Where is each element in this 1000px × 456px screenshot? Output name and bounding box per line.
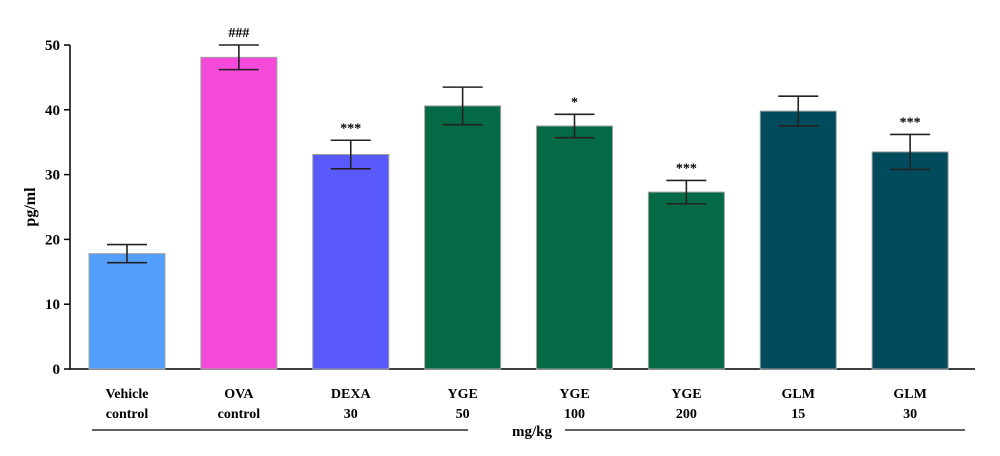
bar-0 bbox=[88, 253, 166, 370]
bar-2 bbox=[312, 154, 390, 370]
y-axis-label: pg/ml bbox=[22, 187, 39, 227]
unit-group: mg/kg bbox=[92, 424, 965, 440]
category-label-3-line2: 50 bbox=[456, 407, 470, 422]
category-label-4-line1: YGE bbox=[559, 387, 589, 402]
significance-label-5: *** bbox=[676, 161, 697, 176]
y-tick-label-30: 30 bbox=[45, 168, 60, 184]
category-label-5-line1: YGE bbox=[671, 387, 701, 402]
category-label-6-line1: GLM bbox=[782, 387, 815, 402]
category-label-7-line1: GLM bbox=[893, 387, 926, 402]
bar-group-3 bbox=[424, 86, 502, 370]
bar-group-4: * bbox=[536, 95, 613, 370]
significance-label-1: ### bbox=[228, 26, 249, 41]
bar-5 bbox=[647, 191, 725, 370]
x-axis-labels: Vehicle control OVA control DEXA 30 YGE 50 YGE 10… bbox=[105, 387, 926, 422]
category-label-1-line2: control bbox=[218, 407, 261, 422]
significance-label-2: *** bbox=[340, 121, 361, 136]
bar-1 bbox=[200, 56, 278, 370]
category-label-5-line2: 200 bbox=[676, 407, 697, 422]
significance-label-7: *** bbox=[900, 115, 921, 130]
category-label-2-line2: 30 bbox=[344, 407, 358, 422]
bars-group: ###********** bbox=[88, 26, 949, 370]
category-label-0-line2: control bbox=[106, 407, 149, 422]
bar-group-2: *** bbox=[312, 121, 390, 370]
y-tick-label-20: 20 bbox=[45, 232, 60, 248]
y-tick-label-50: 50 bbox=[45, 38, 60, 54]
bar-7 bbox=[871, 151, 949, 370]
bar-group-1: ### bbox=[200, 26, 278, 370]
bar-group-0 bbox=[88, 243, 166, 370]
unit-label: mg/kg bbox=[512, 424, 553, 440]
y-tick-label-10: 10 bbox=[45, 297, 60, 313]
y-tick-label-0: 0 bbox=[53, 362, 61, 378]
bar-3 bbox=[424, 105, 502, 370]
bar-group-5: *** bbox=[647, 161, 725, 370]
category-label-7-line2: 30 bbox=[903, 407, 917, 422]
bar-group-6 bbox=[759, 95, 837, 370]
bar-group-7: *** bbox=[871, 115, 949, 370]
significance-label-4: * bbox=[571, 95, 578, 110]
category-label-4-line2: 100 bbox=[564, 407, 585, 422]
category-label-3-line1: YGE bbox=[447, 387, 477, 402]
category-label-1-line1: OVA bbox=[224, 387, 254, 402]
y-tick-label-40: 40 bbox=[45, 103, 60, 119]
category-label-2-line1: DEXA bbox=[331, 387, 372, 402]
bar-4 bbox=[536, 125, 613, 370]
category-label-0-line1: Vehicle bbox=[105, 387, 148, 402]
category-label-6-line2: 15 bbox=[791, 407, 805, 422]
bar-6 bbox=[759, 110, 837, 370]
